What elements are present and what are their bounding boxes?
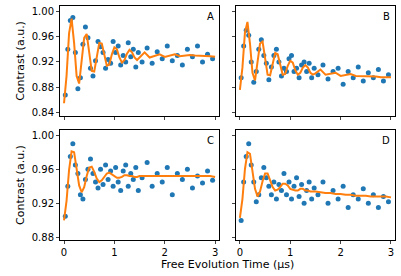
svg-text:1: 1	[111, 247, 117, 258]
svg-text:D: D	[382, 135, 390, 146]
svg-text:Contrast (a.u.): Contrast (a.u.)	[14, 21, 27, 101]
svg-text:2: 2	[162, 247, 168, 258]
svg-text:3: 3	[388, 247, 394, 258]
svg-text:0: 0	[61, 247, 67, 258]
svg-text:Contrast (a.u.): Contrast (a.u.)	[14, 145, 27, 225]
svg-text:0.96: 0.96	[32, 31, 54, 42]
svg-text:0: 0	[237, 247, 243, 258]
svg-text:0.88: 0.88	[32, 232, 54, 243]
svg-text:1: 1	[287, 247, 293, 258]
svg-text:A: A	[207, 11, 214, 22]
svg-text:0.92: 0.92	[32, 56, 54, 67]
svg-text:0.84: 0.84	[32, 107, 54, 118]
svg-text:Free Evolution Time (μs): Free Evolution Time (μs)	[161, 258, 294, 271]
svg-text:1.00: 1.00	[32, 6, 54, 17]
svg-text:0.88: 0.88	[32, 82, 54, 93]
svg-text:1.00: 1.00	[32, 130, 54, 141]
svg-text:3: 3	[212, 247, 218, 258]
svg-text:2: 2	[337, 247, 343, 258]
svg-text:0.96: 0.96	[32, 164, 54, 175]
svg-text:B: B	[383, 11, 390, 22]
svg-text:C: C	[207, 135, 214, 146]
svg-text:0.92: 0.92	[32, 198, 54, 209]
